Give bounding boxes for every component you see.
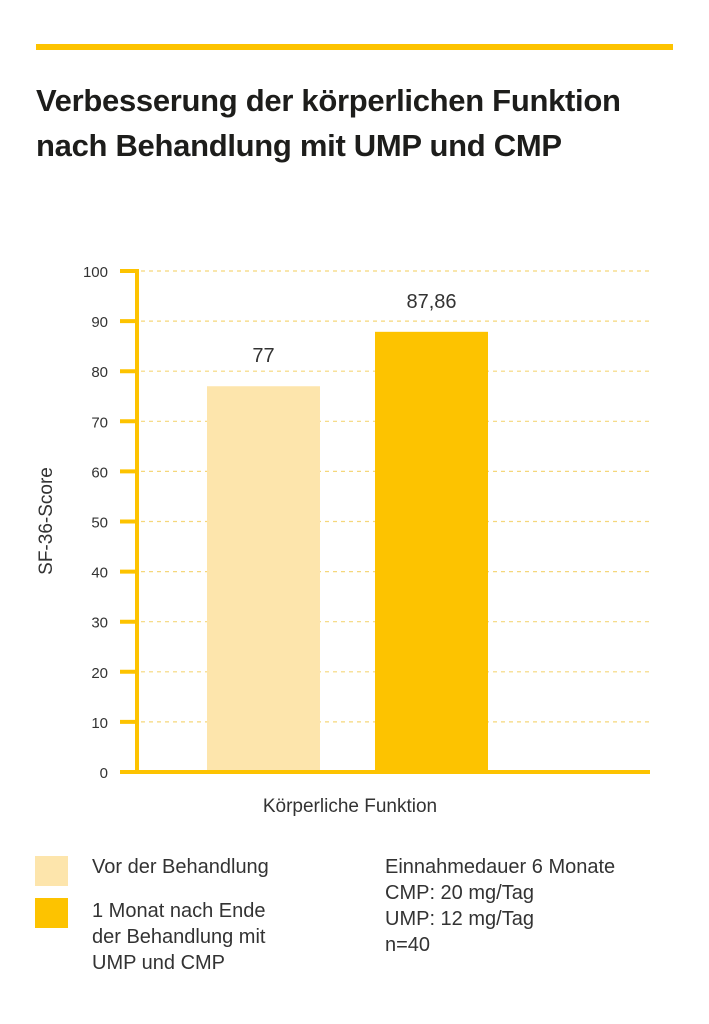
y-tick-label: 10 <box>91 715 108 732</box>
legend-label-after: 1 Monat nach Ende der Behandlung mit UMP… <box>92 898 265 976</box>
y-axis-label: SF-36-Score <box>36 467 57 575</box>
legend-label-before: Vor der Behandlung <box>92 854 269 880</box>
legend-line: UMP und CMP <box>92 952 226 974</box>
top-accent-bar <box>36 44 673 50</box>
legend-line: 1 Monat nach Ende <box>92 900 266 922</box>
legend-line: Vor der Behandlung <box>92 856 269 878</box>
y-tick-label: 70 <box>91 414 108 431</box>
data-label: 77 <box>252 345 274 367</box>
y-tick-label: 30 <box>91 615 108 632</box>
note-ump-dose: UMP: 12 mg/Tag <box>385 908 534 930</box>
y-tick-label: 100 <box>83 264 108 281</box>
study-notes: Einnahmedauer 6 Monate CMP: 20 mg/Tag UM… <box>385 854 615 958</box>
legend-swatch-after <box>35 898 68 928</box>
data-label: 87,86 <box>406 291 456 313</box>
bar-after <box>375 331 488 772</box>
note-cmp-dose: CMP: 20 mg/Tag <box>385 882 534 904</box>
y-tick-label: 60 <box>91 464 108 481</box>
y-tick-label: 0 <box>100 765 108 782</box>
y-tick-label: 50 <box>91 515 108 532</box>
x-axis-label: Körperliche Funktion <box>263 796 437 817</box>
legend-swatch-before <box>35 856 68 886</box>
y-tick-label: 40 <box>91 565 108 582</box>
bar-before <box>207 386 320 772</box>
note-sample-size: n=40 <box>385 934 431 956</box>
y-tick-label: 90 <box>91 314 108 331</box>
y-tick-label: 80 <box>91 364 108 381</box>
chart-title: Verbesserung der körperlichen Funktion n… <box>36 83 621 163</box>
y-tick-label: 20 <box>91 665 108 682</box>
note-duration: Einnahmedauer 6 Monate <box>385 856 616 878</box>
legend-line: der Behandlung mit <box>92 926 266 948</box>
bar-chart: 0 10 20 30 40 50 60 70 80 90 100 77 87,86 Körperliche… <box>36 264 650 817</box>
